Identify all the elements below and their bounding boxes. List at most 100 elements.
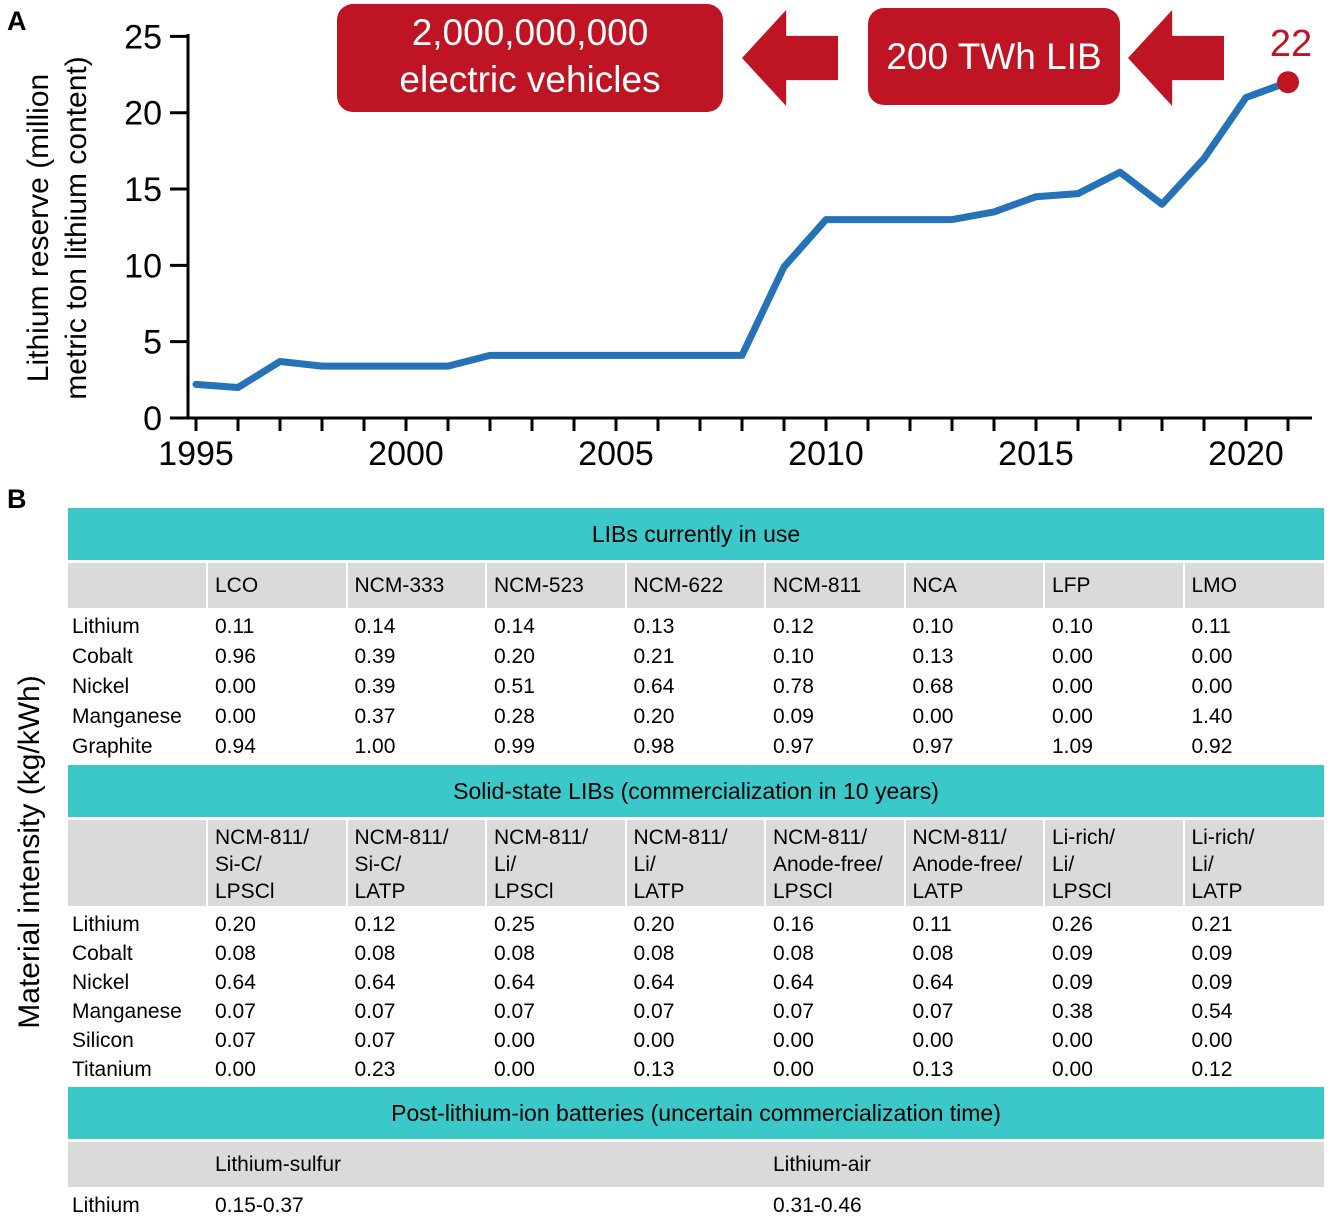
cell-value: 0.11 [912, 913, 952, 936]
cell-value: 0.39 [354, 675, 396, 698]
row-label: Nickel [72, 675, 130, 698]
cell-value: 0.00 [215, 1058, 256, 1081]
table-row: Lithium 0.15-0.37 0.31-0.46 [68, 1191, 1324, 1218]
cell-value: 0.13 [633, 1058, 675, 1081]
material-table: Solid-state LIBs (commercialization in 1… [68, 765, 1324, 1084]
cell-value: 0.07 [215, 1029, 256, 1052]
lib-annotation-box: 200 TWh LIB [868, 8, 1120, 105]
header-spacer [68, 563, 208, 608]
column-header: NCM-811/Si-C/LPSCl [208, 820, 348, 906]
lithium-reserve-line-chart: 0 5 10 15 20 25 1995 2000 2005 2010 2015 2020 [0, 0, 1340, 490]
cell-value: 0.10 [1052, 615, 1093, 638]
row-label: Titanium [72, 1058, 152, 1081]
cell-value: 0.12 [354, 913, 396, 936]
cell-value: 0.25 [494, 913, 535, 936]
cell-value: 0.07 [215, 1000, 256, 1023]
table-row: Nickel 0.00 0.39 0.51 0.64 0.78 0.68 0.00 0.00 [68, 672, 1324, 702]
table-title: LIBs currently in use [68, 508, 1324, 560]
cell-value: 1.00 [354, 735, 396, 758]
material-intensity-tables: LIBs currently in use LCO NCM-333 NCM-523 NC… [68, 508, 1324, 1218]
x-tick-label: 2005 [578, 435, 654, 473]
cell-value: 0.13 [633, 615, 675, 638]
table-row: Silicon 0.07 0.07 0.00 0.00 0.00 0.00 0.00 0.00 [68, 1026, 1324, 1055]
cell-value: 0.09 [1052, 942, 1093, 965]
cell-value: 0.31-0.46 [773, 1194, 862, 1217]
cell-value: 0.14 [354, 615, 396, 638]
row-label: Silicon [72, 1029, 134, 1052]
table-header-row: NCM-811/Si-C/LPSCl NCM-811/Si-C/LATP NCM-8… [68, 820, 1324, 906]
cell-value: 0.64 [633, 971, 675, 994]
table-row: Cobalt 0.08 0.08 0.08 0.08 0.08 0.08 0.09 0.09 [68, 939, 1324, 968]
header-spacer [68, 820, 208, 906]
cell-value: 0.38 [1052, 1000, 1093, 1023]
table-row: Lithium 0.20 0.12 0.25 0.20 0.16 0.11 0.26 0.21 [68, 910, 1324, 939]
cell-value: 0.07 [354, 1000, 396, 1023]
cell-value: 0.07 [773, 1000, 814, 1023]
column-header: Li-rich/Li/LPSCl [1045, 820, 1185, 906]
cell-value: 0.78 [773, 675, 814, 698]
y-tick-label: 15 [124, 171, 162, 209]
table-header-row: LCO NCM-333 NCM-523 NCM-622 NCM-811 NCA LFP LMO [68, 563, 1324, 608]
endpoint-dot [1277, 71, 1299, 94]
cell-value: 0.23 [354, 1058, 396, 1081]
cell-value: 0.68 [912, 675, 954, 698]
cell-value: 0.92 [1191, 735, 1233, 758]
x-tick-label: 2020 [1208, 435, 1284, 473]
x-tick-label: 1995 [158, 435, 234, 473]
cell-value: 0.08 [215, 942, 256, 965]
row-label: Nickel [72, 971, 130, 994]
column-header: Lithium-air [773, 1153, 872, 1176]
cell-value: 0.00 [1191, 675, 1233, 698]
cell-value: 0.64 [633, 675, 675, 698]
cell-value: 0.00 [773, 1029, 814, 1052]
cell-value: 0.10 [773, 645, 814, 668]
cell-value: 0.37 [354, 705, 396, 728]
table-title: Post-lithium-ion batteries (uncertain co… [68, 1087, 1324, 1139]
cell-value: 0.16 [773, 913, 814, 936]
cell-value: 0.00 [912, 1029, 954, 1052]
table-row: Graphite 0.94 1.00 0.99 0.98 0.97 0.97 1.09 0.92 [68, 732, 1324, 762]
x-tick-label: 2010 [788, 435, 864, 473]
endpoint-value-label: 22 [1269, 23, 1313, 65]
cell-value: 0.00 [1191, 645, 1233, 668]
row-label: Manganese [72, 705, 182, 728]
column-header: NCM-811/Si-C/LATP [348, 820, 487, 906]
table-title: Solid-state LIBs (commercialization in 1… [68, 765, 1324, 817]
header-spacer [68, 1142, 208, 1187]
cell-value: 0.00 [912, 705, 954, 728]
column-header: NCM-811/Anode-free/LATP [906, 820, 1045, 906]
cell-value: 0.21 [633, 645, 675, 668]
cell-value: 0.08 [633, 942, 675, 965]
cell-value: 0.20 [494, 645, 535, 668]
cell-value: 0.09 [773, 705, 814, 728]
cell-value: 0.00 [773, 1058, 814, 1081]
cell-value: 0.51 [494, 675, 535, 698]
cell-value: 0.07 [354, 1029, 396, 1052]
ev-annotation-box: 2,000,000,000 electric vehicles [337, 4, 723, 112]
cell-value: 0.64 [215, 971, 256, 994]
cell-value: 0.00 [494, 1029, 535, 1052]
column-header: Li-rich/Li/LATP [1191, 826, 1255, 903]
cell-value: 0.97 [773, 735, 814, 758]
cell-value: 0.96 [215, 645, 256, 668]
cell-value: 0.64 [773, 971, 814, 994]
cell-value: 0.00 [215, 675, 256, 698]
cell-value: 0.11 [1191, 615, 1231, 638]
x-tick-label: 2015 [998, 435, 1074, 473]
cell-value: 0.08 [912, 942, 954, 965]
row-label: Cobalt [72, 645, 133, 668]
table-row: Manganese 0.00 0.37 0.28 0.20 0.09 0.00 0.00 1.4… [68, 702, 1324, 732]
table-row: Cobalt 0.96 0.39 0.20 0.21 0.10 0.13 0.00 0.00 [68, 642, 1324, 672]
table-row: Nickel 0.64 0.64 0.64 0.64 0.64 0.64 0.09 0.09 [68, 968, 1324, 997]
cell-value: 1.09 [1052, 735, 1093, 758]
cell-value: 1.40 [1191, 705, 1233, 728]
cell-value: 0.09 [1191, 971, 1233, 994]
panel-a-label: A [7, 6, 27, 36]
cell-value: 0.94 [215, 735, 256, 758]
cell-value: 0.97 [912, 735, 954, 758]
row-label: Graphite [72, 735, 153, 758]
column-header: LCO [208, 563, 348, 608]
panel-b-label: B [7, 484, 27, 514]
column-header: NCM-811 [766, 563, 906, 608]
